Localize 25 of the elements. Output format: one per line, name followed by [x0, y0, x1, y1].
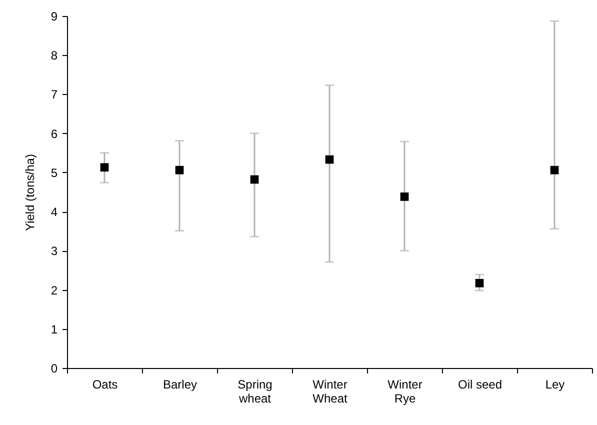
- point: [550, 166, 559, 174]
- y-tick-label: 1: [50, 322, 58, 336]
- y-tick-label: 2: [50, 283, 58, 298]
- x-tick-label: Winter Wheat: [312, 378, 348, 406]
- y-tick-label: 9: [50, 10, 58, 24]
- x-tick-label: Oil seed: [458, 378, 502, 392]
- point: [250, 175, 259, 184]
- y-tick-label: 8: [50, 48, 58, 63]
- point: [100, 163, 109, 172]
- y-tick-label: 3: [50, 244, 58, 258]
- x-tick-label: Ley: [545, 378, 565, 392]
- x-tick-label: Spring wheat: [238, 378, 272, 406]
- y-axis-title: Yield (tons/ha): [22, 154, 37, 231]
- y-tick-label: 6: [50, 126, 58, 141]
- point: [175, 166, 184, 174]
- x-tick-label: Barley: [162, 378, 198, 392]
- y-tick-label: 5: [50, 166, 58, 180]
- point: [400, 192, 409, 201]
- point: [325, 155, 334, 164]
- x-tick-label: Winter Rye: [388, 378, 422, 406]
- point: [475, 278, 484, 288]
- y-tick-label: 0: [50, 362, 58, 376]
- y-tick-label: 4: [50, 205, 58, 220]
- x-tick-label: Oats: [92, 378, 118, 392]
- y-tick-label: 7: [50, 88, 58, 102]
